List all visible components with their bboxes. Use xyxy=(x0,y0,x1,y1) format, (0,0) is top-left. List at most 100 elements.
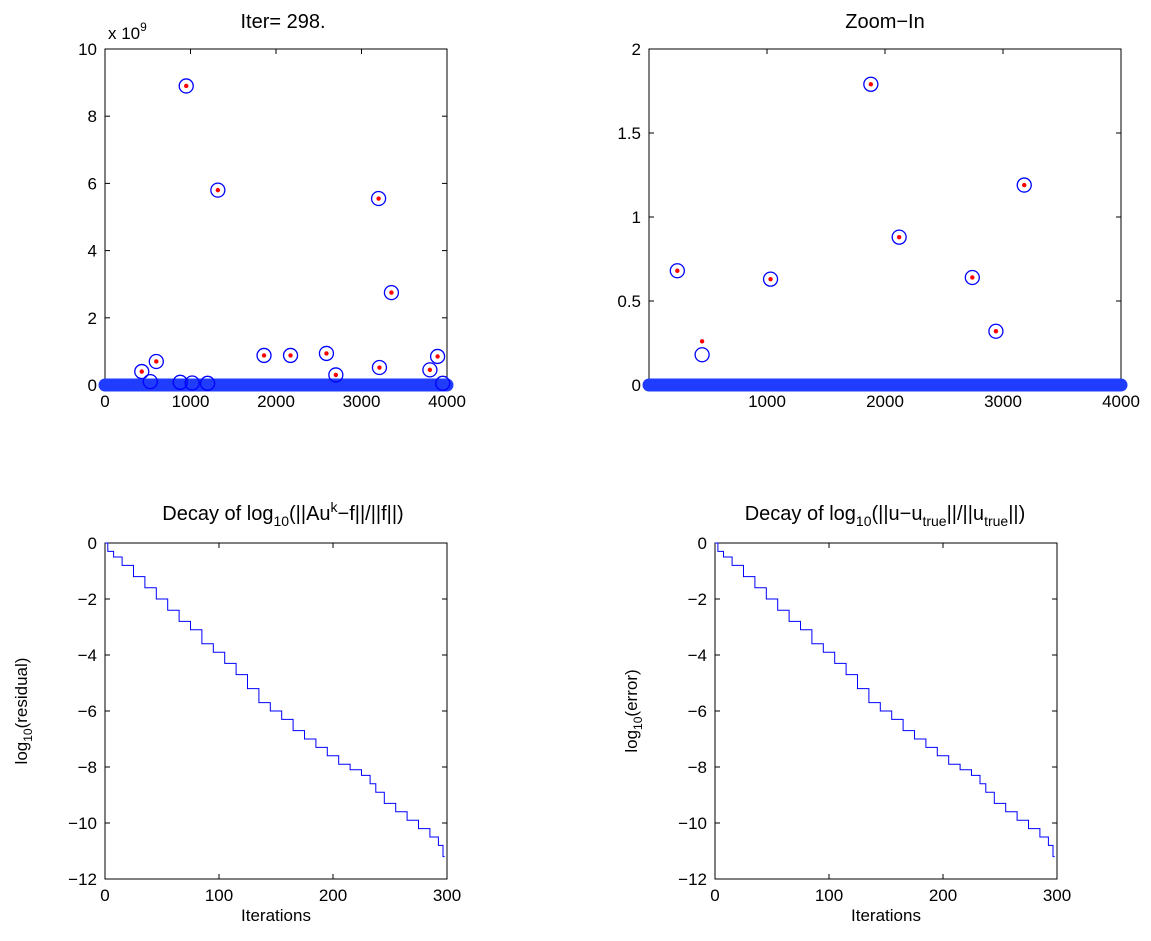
data-point-dot xyxy=(324,351,329,356)
x-axis-label: Iterations xyxy=(241,906,311,925)
plot-scatter-full: 0 1000 2000 3000 4000 0 2 4 6 8 10 Iter= 298. x 109 xyxy=(78,11,466,411)
y-tick-label: −6 xyxy=(78,702,97,721)
data-point-circle xyxy=(964,269,980,286)
y-tick-label: −10 xyxy=(678,814,707,833)
data-point-dot xyxy=(1022,182,1027,188)
x-axis-label: Iterations xyxy=(851,906,921,925)
title-sup: k xyxy=(331,499,339,515)
x-tick-label: 0 xyxy=(710,886,719,905)
data-point-dot xyxy=(699,339,705,344)
x-tick-label: 4000 xyxy=(428,392,466,411)
y-tick-label: 0.5 xyxy=(617,292,641,311)
data-point-dot xyxy=(435,354,440,359)
y-tick-label: −8 xyxy=(78,758,97,777)
x-tick-label: 100 xyxy=(205,886,233,905)
data-point-dot xyxy=(993,329,999,334)
y-scale-factor: x 109 xyxy=(108,20,147,43)
y-tick-label: 0 xyxy=(88,376,97,395)
x-tick-label: 3000 xyxy=(984,392,1022,411)
data-point-circle xyxy=(891,229,907,245)
data-point-dot xyxy=(377,365,382,370)
title-part: ||/||u xyxy=(947,503,984,525)
y-tick-label: −4 xyxy=(78,646,97,665)
data-point-dot xyxy=(768,276,773,282)
y-tick-label: 0 xyxy=(698,534,707,553)
data-point-dot xyxy=(139,369,144,374)
data-point-circle xyxy=(371,359,388,376)
data-point-circle xyxy=(435,375,451,391)
x-tick-label: 0 xyxy=(100,886,109,905)
data-point-circle xyxy=(199,375,216,391)
data-point-circle xyxy=(422,362,438,378)
plot-scatter-zoom: 1000 2000 3000 4000 0 0.5 1 1.5 2 Zoom−In xyxy=(617,11,1140,411)
y-tick-label: 1 xyxy=(632,208,641,227)
x-tick-label: 200 xyxy=(929,886,957,905)
y-axis-label-part: log xyxy=(12,742,31,765)
y-tick-label: −12 xyxy=(68,870,97,889)
data-point-circle xyxy=(142,373,158,390)
y-axis-label-part: log xyxy=(622,730,641,753)
data-point-circle xyxy=(210,182,226,198)
y-scale-factor-exponent: 9 xyxy=(140,20,147,34)
x-tick-label: 0 xyxy=(100,392,109,411)
data-point-dot xyxy=(675,268,680,273)
axes-box xyxy=(104,48,448,386)
data-point-circle xyxy=(328,367,344,383)
chart-title: Iter= 298. xyxy=(240,11,325,33)
x-tick-label: 200 xyxy=(319,886,347,905)
x-tick-label: 2000 xyxy=(257,392,295,411)
title-part: (||Au xyxy=(289,503,331,525)
x-tick-label: 300 xyxy=(433,886,461,905)
title-sub: true xyxy=(984,513,1008,529)
x-tick-label: 300 xyxy=(1043,886,1071,905)
y-axis-label: log10(error) xyxy=(622,669,645,752)
data-point-circle xyxy=(988,323,1004,339)
y-tick-label: 8 xyxy=(88,107,97,126)
y-axis-label-part: (residual) xyxy=(12,658,31,729)
axes-box xyxy=(648,48,1122,386)
title-sub: 10 xyxy=(273,513,289,529)
data-point-dot xyxy=(970,275,975,280)
data-point-dot xyxy=(215,187,221,193)
y-axis-label: log10(residual) xyxy=(12,658,35,765)
y-tick-label: −8 xyxy=(688,758,707,777)
plot-error-decay: 0 100 200 3000−2−4−6−8−10−12Iterationslog10… xyxy=(622,503,1071,925)
y-tick-label: −12 xyxy=(678,870,707,889)
data-point-circle xyxy=(256,347,272,364)
series-line xyxy=(715,542,1055,858)
data-point-dot xyxy=(868,82,874,87)
data-point-circle xyxy=(383,284,400,301)
title-part: ||) xyxy=(1008,503,1025,525)
y-tick-label: −10 xyxy=(68,814,97,833)
data-point-dot xyxy=(333,372,339,378)
y-scale-factor-base: x 10 xyxy=(108,24,140,43)
title-part: Decay of log xyxy=(162,503,273,525)
data-point-circle xyxy=(134,363,150,380)
y-tick-label: −4 xyxy=(688,646,707,665)
y-axis-label-part: (error) xyxy=(622,669,641,716)
data-point-circle xyxy=(178,78,194,94)
y-tick-label: 0 xyxy=(88,534,97,553)
data-point-dot xyxy=(154,359,159,364)
data-point-circle xyxy=(694,347,710,363)
y-tick-label: 1.5 xyxy=(617,124,641,143)
y-tick-label: 2 xyxy=(632,40,641,59)
title-part: (||u−u xyxy=(871,503,922,525)
data-point-circle xyxy=(184,375,200,391)
data-point-circle xyxy=(282,347,299,364)
data-point-circle xyxy=(762,271,779,287)
y-tick-label: 6 xyxy=(88,174,97,193)
y-tick-label: 4 xyxy=(88,242,97,261)
data-point-circle xyxy=(148,353,164,370)
x-tick-label: 100 xyxy=(815,886,843,905)
title-part: Decay of log xyxy=(745,503,856,525)
y-tick-label: −2 xyxy=(78,590,97,609)
y-tick-label: 0 xyxy=(632,376,641,395)
data-point-dot xyxy=(896,234,902,240)
data-point-circle xyxy=(172,374,188,390)
data-point-circle xyxy=(863,76,879,92)
chart-title: Decay of log10(||u−utrue||/||utrue||) xyxy=(745,503,1026,529)
data-point-circle xyxy=(429,348,446,365)
y-axis-label-sub: 10 xyxy=(21,728,35,742)
